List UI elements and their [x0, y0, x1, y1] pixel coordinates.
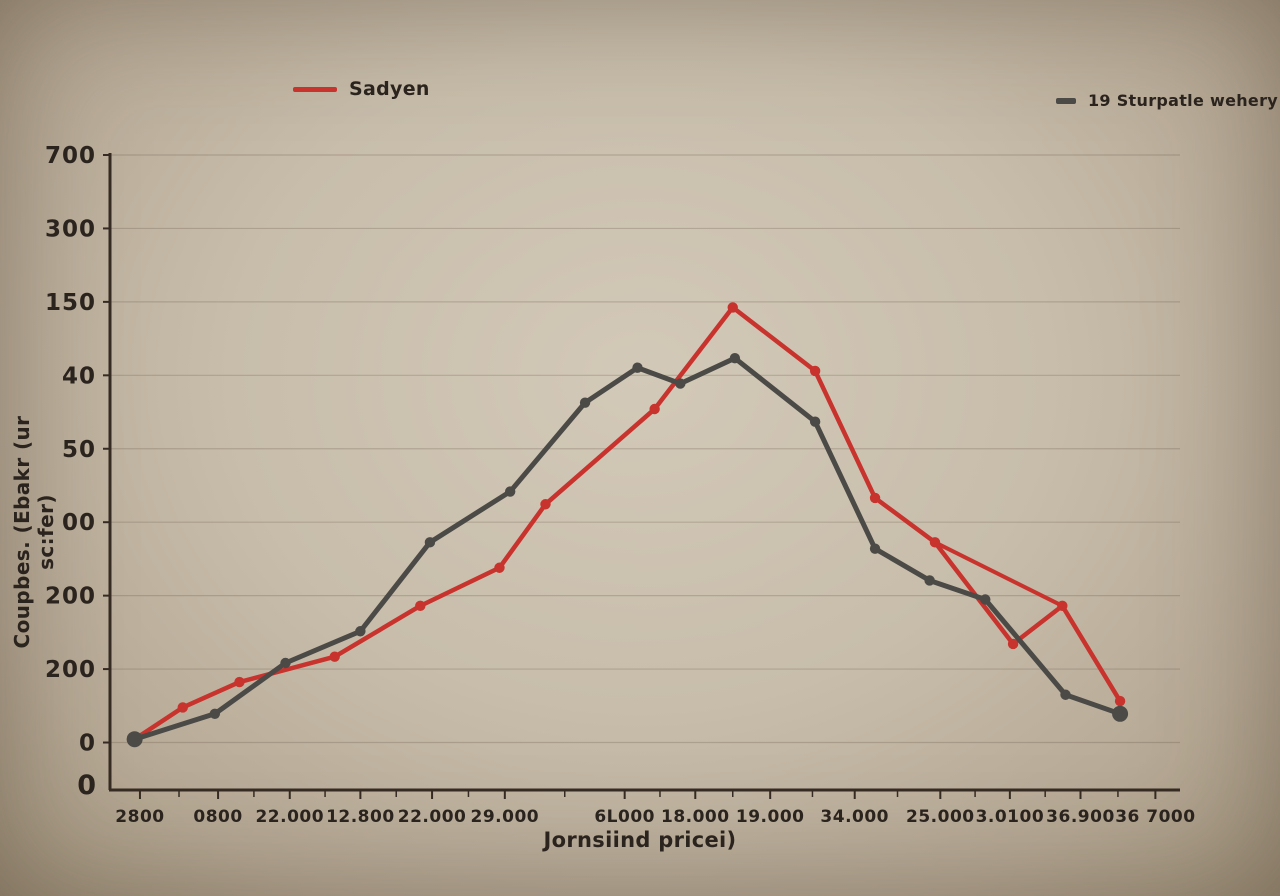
x-tick-label: 29.000: [471, 807, 540, 827]
legend-line-dark-icon: [1056, 97, 1076, 104]
series-marker-dark: [1060, 689, 1071, 700]
x-axis-title: Jornsiind pricei): [543, 828, 737, 852]
x-tick-label: 18.000: [661, 807, 730, 827]
series-marker-dark: [209, 708, 221, 719]
series-marker-dark: [280, 657, 291, 669]
series-marker-dark: [579, 397, 591, 408]
y-tick-label: 50: [62, 437, 96, 463]
series-marker-dark: [729, 353, 741, 364]
y-tick-label: 00: [62, 510, 96, 536]
series-marker-red: [929, 537, 941, 548]
y-tick-label: 700: [45, 143, 96, 169]
series-marker-red: [649, 403, 660, 415]
series-branch-segment: [932, 540, 1065, 608]
series-marker-red: [809, 365, 821, 377]
x-tick-label: 12.800: [326, 807, 395, 827]
series-marker-dark: [869, 543, 881, 554]
series-marker-red: [1057, 600, 1068, 612]
series-marker-red: [1114, 695, 1126, 707]
series-marker-dark: [424, 537, 436, 548]
legend-line-red-icon: [293, 86, 337, 92]
series-marker-dark: [504, 486, 516, 497]
series-marker-red: [494, 562, 505, 573]
series-marker-dark: [809, 416, 821, 427]
series-marker-dark: [675, 378, 686, 389]
series-marker-red: [415, 600, 426, 612]
legend-label-sturpatle: 19 Sturpatle wehery: [1088, 91, 1278, 110]
series-marker-dark: [980, 594, 991, 605]
y-axis-title: Coupbes. (Ebakr (ur sc:fer): [10, 415, 58, 649]
x-tick-label: 36 7000: [1115, 807, 1195, 827]
series-marker-red: [727, 302, 738, 313]
y-tick-label: 200: [45, 584, 96, 610]
series-marker-dark: [632, 362, 643, 373]
origin-label: 0: [77, 770, 96, 801]
legend-item-sadyen: Sadyen: [293, 78, 430, 100]
y-tick-label: 200: [45, 657, 96, 683]
legend-item-sturpatle: 19 Sturpatle wehery: [1056, 91, 1278, 110]
series-marker-red: [540, 499, 551, 510]
series-line-dark: [132, 355, 1123, 742]
y-tick-label: 40: [62, 363, 96, 389]
x-tick-label: 36.900: [1046, 807, 1115, 827]
series-marker-red: [329, 651, 340, 662]
x-tick-label: 2800: [115, 807, 164, 827]
y-tick-label: 150: [45, 290, 96, 316]
series-marker-dark: [355, 626, 366, 637]
series-marker-red: [177, 702, 188, 713]
series-marker-red: [869, 492, 881, 504]
series-marker-red: [234, 676, 245, 688]
series-marker-dark: [126, 731, 143, 748]
x-tick-label: 22.000: [255, 807, 324, 827]
series-marker-dark: [924, 575, 935, 586]
x-tick-label: 6L000: [594, 807, 655, 827]
y-tick-label: 300: [45, 216, 96, 242]
x-tick-label: 22.000: [398, 807, 467, 827]
legend-label-sadyen: Sadyen: [349, 78, 430, 100]
y-tick-label: 0: [79, 731, 96, 757]
x-tick-label: 25.000: [906, 807, 975, 827]
x-tick-label: 0800: [193, 807, 242, 827]
x-tick-label: 3.0100: [976, 807, 1045, 827]
series-marker-dark: [1112, 705, 1129, 722]
series-marker-red: [1007, 638, 1019, 650]
x-tick-label: 34.000: [820, 807, 889, 827]
x-tick-label: 19.000: [736, 807, 805, 827]
